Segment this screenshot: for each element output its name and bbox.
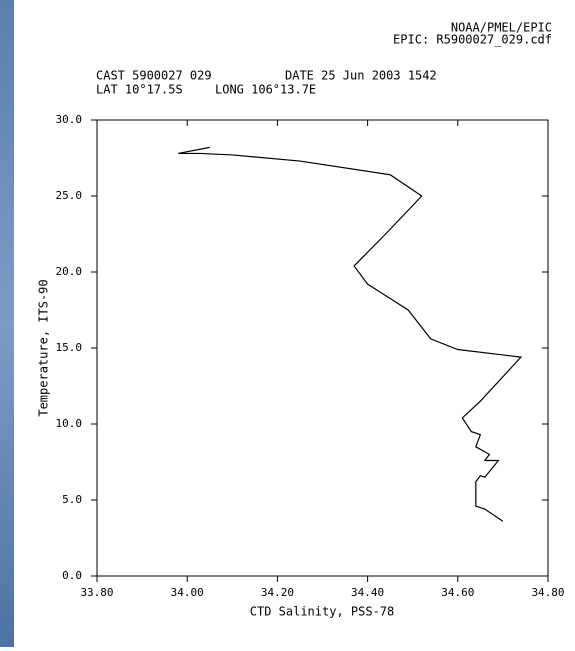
long: LONG 106°13.7E <box>215 83 316 97</box>
x-tick-label: 34.80 <box>531 586 564 599</box>
y-tick-label: 15.0 <box>56 341 83 354</box>
y-tick-label: 0.0 <box>62 569 82 582</box>
lat: LAT 10°17.5S <box>96 83 183 97</box>
y-axis-label: Temperature, ITS-90 <box>37 279 51 416</box>
x-tick-label: 34.60 <box>441 586 474 599</box>
source: NOAA/PMEL/EPIC <box>451 21 552 35</box>
cast: CAST 5900027 029 <box>96 69 212 83</box>
x-tick-label: 34.20 <box>261 586 294 599</box>
profile-line <box>178 146 523 522</box>
y-tick-label: 5.0 <box>62 493 82 506</box>
x-axis-label: CTD Salinity, PSS-78 <box>250 605 395 619</box>
y-tick-label: 25.0 <box>56 189 83 202</box>
y-tick-label: 10.0 <box>56 417 83 430</box>
y-tick-label: 30.0 <box>56 113 83 126</box>
date: DATE 25 Jun 2003 1542 <box>285 69 437 83</box>
file: EPIC: R5900027_029.cdf <box>393 33 552 47</box>
x-tick-label: 33.80 <box>80 586 113 599</box>
x-tick-label: 34.00 <box>171 586 204 599</box>
x-tick-label: 34.40 <box>351 586 384 599</box>
y-tick-label: 20.0 <box>56 265 83 278</box>
side-strip <box>0 0 14 647</box>
